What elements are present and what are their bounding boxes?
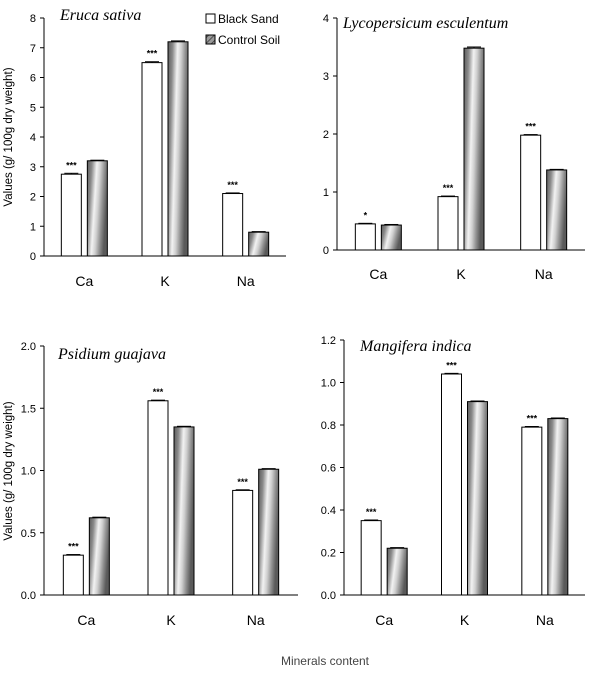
chart-panel-lycopersicum-esculentum: 0 1 2 3 4 Lycopersicum esculentum * Ca *** K *** Na xyxy=(323,13,585,282)
significance-label: *** xyxy=(446,360,457,370)
y-tick-label: 2 xyxy=(323,129,329,141)
bar-control-soil-k xyxy=(167,41,189,257)
x-axis-label: Minerals content xyxy=(281,654,370,668)
bar-black-sand-ca xyxy=(60,173,82,257)
panel-title: Eruca sativa xyxy=(59,7,141,24)
bar-control-soil-k xyxy=(467,401,488,596)
category-label-na: Na xyxy=(535,266,553,282)
y-tick-label: 4 xyxy=(30,132,36,144)
category-label-k: K xyxy=(166,612,176,628)
y-tick-label: 0.6 xyxy=(321,463,336,475)
category-label-na: Na xyxy=(536,612,554,628)
chart-panel-psidium-guajava: 0.0 0.5 1.0 1.5 2.0 Psidium guajava *** Ca *** K *… xyxy=(21,341,298,628)
category-label-ca: Ca xyxy=(77,612,95,628)
y-tick-label: 2.0 xyxy=(21,341,36,353)
panel-title: Mangifera indica xyxy=(359,338,472,355)
legend-swatch-control-soil xyxy=(205,34,216,45)
legend-label-black-sand: Black Sand xyxy=(218,12,279,26)
y-tick-label: 4 xyxy=(323,13,329,25)
bar-control-soil-ca xyxy=(88,517,110,596)
y-tick-label: 7 xyxy=(30,43,36,55)
category-label-na: Na xyxy=(247,612,265,628)
chart-panel-eruca-sativa: 0 1 2 3 4 5 6 7 8 Eruca sativa *** Ca *** K *** Na xyxy=(30,7,286,289)
legend-swatch-black-sand xyxy=(205,13,216,24)
chart-panels: 0 1 2 3 4 5 6 7 8 Eruca sativa *** Ca *** K *** Na 0 1 2 3 4… xyxy=(21,7,585,628)
panel-title: Psidium guajava xyxy=(57,346,166,363)
y-tick-label: 1 xyxy=(323,187,329,199)
category-label-ca: Ca xyxy=(75,273,93,289)
significance-label: *** xyxy=(366,507,377,517)
category-label-ca: Ca xyxy=(369,266,387,282)
category-label-k: K xyxy=(160,273,170,289)
bar-black-sand-na xyxy=(222,193,244,257)
bar-black-sand-na xyxy=(520,134,542,251)
bar-control-soil-k xyxy=(173,426,195,596)
bar-black-sand-ca xyxy=(354,223,376,251)
bar-black-sand-ca xyxy=(62,554,84,596)
bar-black-sand-ca xyxy=(360,520,382,596)
bar-control-soil-na xyxy=(547,418,569,596)
legend-label-control-soil: Control Soil xyxy=(218,33,280,47)
bar-control-soil-ca xyxy=(386,547,408,596)
bar-control-soil-ca xyxy=(86,160,108,257)
category-label-k: K xyxy=(456,266,466,282)
panel-title: Lycopersicum esculentum xyxy=(342,15,508,32)
y-tick-label: 0.4 xyxy=(321,505,336,517)
y-tick-label: 0.2 xyxy=(321,548,336,560)
bar-black-sand-k xyxy=(441,373,462,596)
legend: Black Sand Control Soil xyxy=(205,12,280,47)
bar-control-soil-na xyxy=(248,231,270,257)
y-axis-label-bottom: Values (g/ 100g dry weight) xyxy=(3,401,15,540)
significance-label: *** xyxy=(527,413,538,423)
bar-black-sand-k xyxy=(437,196,459,251)
chart-panel-mangifera-indica: 0.0 0.2 0.4 0.6 0.8 1.0 1.2 Mangifera indica ***… xyxy=(321,335,585,628)
significance-label: *** xyxy=(525,122,536,132)
category-label-k: K xyxy=(460,612,470,628)
y-tick-label: 1.2 xyxy=(321,335,336,347)
y-axis-label-top: Values (g/ 100g dry weight) xyxy=(3,67,15,206)
bar-black-sand-k xyxy=(147,400,169,596)
significance-label: * xyxy=(364,210,368,220)
y-tick-label: 1 xyxy=(30,221,36,233)
y-tick-label: 1.5 xyxy=(21,403,36,415)
y-tick-label: 0 xyxy=(323,245,329,257)
y-tick-label: 0.0 xyxy=(321,590,336,602)
y-tick-label: 3 xyxy=(323,71,329,83)
bar-black-sand-na xyxy=(232,489,254,596)
bar-black-sand-na xyxy=(521,426,543,596)
y-tick-label: 0.8 xyxy=(321,420,336,432)
significance-label: *** xyxy=(153,387,164,397)
y-tick-label: 2 xyxy=(30,192,36,204)
y-tick-label: 1.0 xyxy=(321,378,336,390)
y-tick-label: 3 xyxy=(30,162,36,174)
bar-control-soil-na xyxy=(546,169,568,251)
bar-control-soil-k xyxy=(463,47,485,251)
y-tick-label: 8 xyxy=(30,13,36,25)
significance-label: *** xyxy=(68,542,79,552)
bar-control-soil-ca xyxy=(380,224,402,251)
bar-control-soil-na xyxy=(258,468,280,596)
category-label-ca: Ca xyxy=(375,612,393,628)
significance-label: *** xyxy=(227,180,238,190)
bar-black-sand-k xyxy=(141,62,163,257)
category-label-na: Na xyxy=(237,273,255,289)
y-tick-label: 0 xyxy=(30,251,36,263)
y-tick-label: 0.0 xyxy=(21,590,36,602)
y-tick-label: 1.0 xyxy=(21,466,36,478)
significance-label: *** xyxy=(237,477,248,487)
significance-label: *** xyxy=(66,160,77,170)
y-tick-label: 5 xyxy=(30,102,36,114)
significance-label: *** xyxy=(443,183,454,193)
significance-label: *** xyxy=(147,49,158,59)
y-tick-label: 6 xyxy=(30,73,36,85)
y-tick-label: 0.5 xyxy=(21,528,36,540)
